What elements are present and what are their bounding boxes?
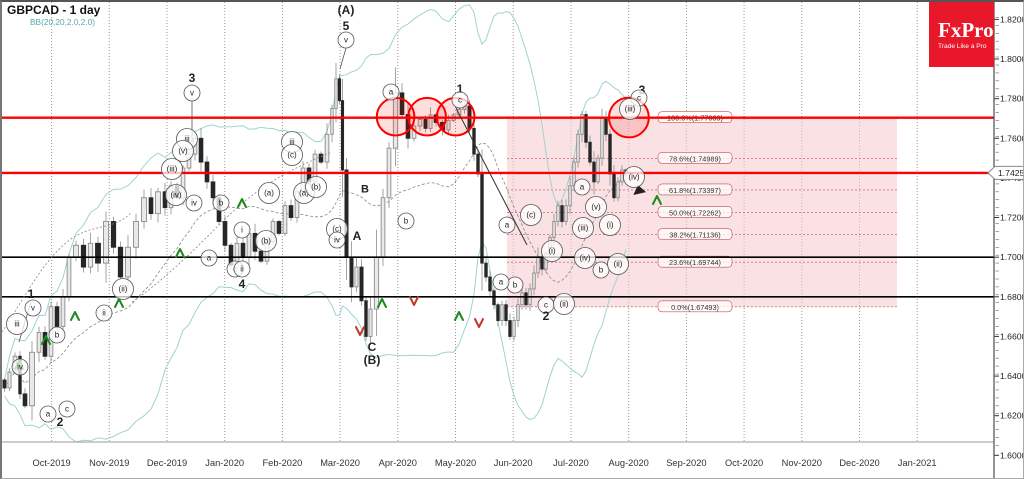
svg-text:(A): (A) xyxy=(338,3,355,17)
svg-text:2: 2 xyxy=(543,309,550,323)
svg-text:ii: ii xyxy=(240,265,244,274)
svg-text:i: i xyxy=(241,226,243,235)
svg-text:1.62000: 1.62000 xyxy=(1000,411,1024,421)
svg-text:B: B xyxy=(361,184,369,196)
svg-text:(b): (b) xyxy=(311,183,321,192)
svg-text:a: a xyxy=(207,254,212,263)
svg-text:(iv): (iv) xyxy=(628,173,639,182)
svg-text:78.6%(1.74989): 78.6%(1.74989) xyxy=(669,154,721,163)
svg-text:iv: iv xyxy=(191,199,197,208)
svg-text:1.74252: 1.74252 xyxy=(998,168,1024,178)
svg-text:(a): (a) xyxy=(264,189,274,198)
svg-text:Mar-2020: Mar-2020 xyxy=(320,458,360,468)
svg-text:iv: iv xyxy=(334,236,340,245)
svg-text:(i): (i) xyxy=(606,221,613,230)
svg-text:1.80000: 1.80000 xyxy=(1000,54,1024,64)
svg-text:Aug-2020: Aug-2020 xyxy=(609,458,649,468)
svg-text:Jul-2020: Jul-2020 xyxy=(553,458,589,468)
svg-text:50.0%(1.72262): 50.0%(1.72262) xyxy=(669,208,721,217)
svg-text:b: b xyxy=(219,199,224,208)
svg-text:(ii): (ii) xyxy=(119,285,128,294)
svg-text:(ii): (ii) xyxy=(614,260,623,269)
svg-text:a: a xyxy=(580,183,585,192)
svg-text:(iii): (iii) xyxy=(578,224,589,233)
svg-text:a: a xyxy=(389,88,394,97)
svg-text:c: c xyxy=(458,96,462,105)
svg-text:61.8%(1.73397): 61.8%(1.73397) xyxy=(669,186,721,195)
svg-text:Dec-2020: Dec-2020 xyxy=(839,458,879,468)
svg-text:b: b xyxy=(55,331,60,340)
svg-text:v: v xyxy=(31,304,35,313)
svg-text:Apr-2020: Apr-2020 xyxy=(379,458,417,468)
svg-text:(B): (B) xyxy=(364,353,381,367)
svg-text:(v): (v) xyxy=(591,203,601,212)
svg-text:Nov-2019: Nov-2019 xyxy=(89,458,129,468)
svg-text:a: a xyxy=(499,278,504,287)
svg-text:1.82000: 1.82000 xyxy=(1000,14,1024,24)
svg-text:5: 5 xyxy=(343,19,350,33)
svg-text:(ii): (ii) xyxy=(560,300,569,309)
svg-text:0.0%(1.67493): 0.0%(1.67493) xyxy=(671,303,719,312)
svg-text:iii: iii xyxy=(14,320,20,329)
svg-text:a: a xyxy=(505,221,510,230)
svg-text:May-2020: May-2020 xyxy=(435,458,476,468)
svg-text:Oct-2020: Oct-2020 xyxy=(725,458,763,468)
svg-text:1.66000: 1.66000 xyxy=(1000,331,1024,341)
svg-text:1.64000: 1.64000 xyxy=(1000,371,1024,381)
svg-text:v: v xyxy=(190,89,194,98)
svg-text:ii: ii xyxy=(102,309,106,318)
svg-text:Feb-2020: Feb-2020 xyxy=(262,458,302,468)
svg-text:1.68000: 1.68000 xyxy=(1000,292,1024,302)
svg-text:1.76000: 1.76000 xyxy=(1000,133,1024,143)
svg-text:(iv): (iv) xyxy=(579,254,590,263)
svg-text:b: b xyxy=(599,266,604,275)
svg-text:1.72000: 1.72000 xyxy=(1000,213,1024,223)
svg-text:(b): (b) xyxy=(261,237,271,246)
svg-text:Oct-2019: Oct-2019 xyxy=(32,458,70,468)
svg-text:(iv): (iv) xyxy=(170,191,181,200)
svg-text:b: b xyxy=(513,281,518,290)
svg-text:A: A xyxy=(353,229,362,243)
svg-text:1.70000: 1.70000 xyxy=(1000,252,1024,262)
svg-text:Jan-2021: Jan-2021 xyxy=(898,458,937,468)
svg-text:1.60000: 1.60000 xyxy=(1000,450,1024,460)
svg-text:1: 1 xyxy=(28,287,35,301)
svg-text:(c): (c) xyxy=(287,151,297,160)
svg-text:(iii): (iii) xyxy=(625,105,636,114)
svg-text:b: b xyxy=(404,217,409,226)
svg-text:2: 2 xyxy=(57,415,64,429)
svg-text:4: 4 xyxy=(239,277,246,291)
svg-text:3: 3 xyxy=(189,71,196,85)
svg-text:Dec-2019: Dec-2019 xyxy=(147,458,187,468)
svg-text:Sep-2020: Sep-2020 xyxy=(666,458,706,468)
svg-text:23.6%(1.69744): 23.6%(1.69744) xyxy=(669,258,721,267)
svg-text:(c): (c) xyxy=(526,211,536,220)
svg-text:Nov-2020: Nov-2020 xyxy=(782,458,822,468)
svg-text:1.78000: 1.78000 xyxy=(1000,94,1024,104)
svg-text:C: C xyxy=(368,340,377,354)
svg-text:(v): (v) xyxy=(178,147,188,156)
svg-text:iv: iv xyxy=(17,363,23,372)
svg-text:v: v xyxy=(344,36,348,45)
svg-text:(i): (i) xyxy=(548,247,555,256)
svg-text:38.2%(1.71136): 38.2%(1.71136) xyxy=(669,231,720,240)
svg-text:c: c xyxy=(65,405,69,414)
svg-text:a: a xyxy=(46,410,51,419)
svg-text:Jan-2020: Jan-2020 xyxy=(205,458,244,468)
svg-text:(iii): (iii) xyxy=(167,165,178,174)
svg-text:Jun-2020: Jun-2020 xyxy=(494,458,533,468)
